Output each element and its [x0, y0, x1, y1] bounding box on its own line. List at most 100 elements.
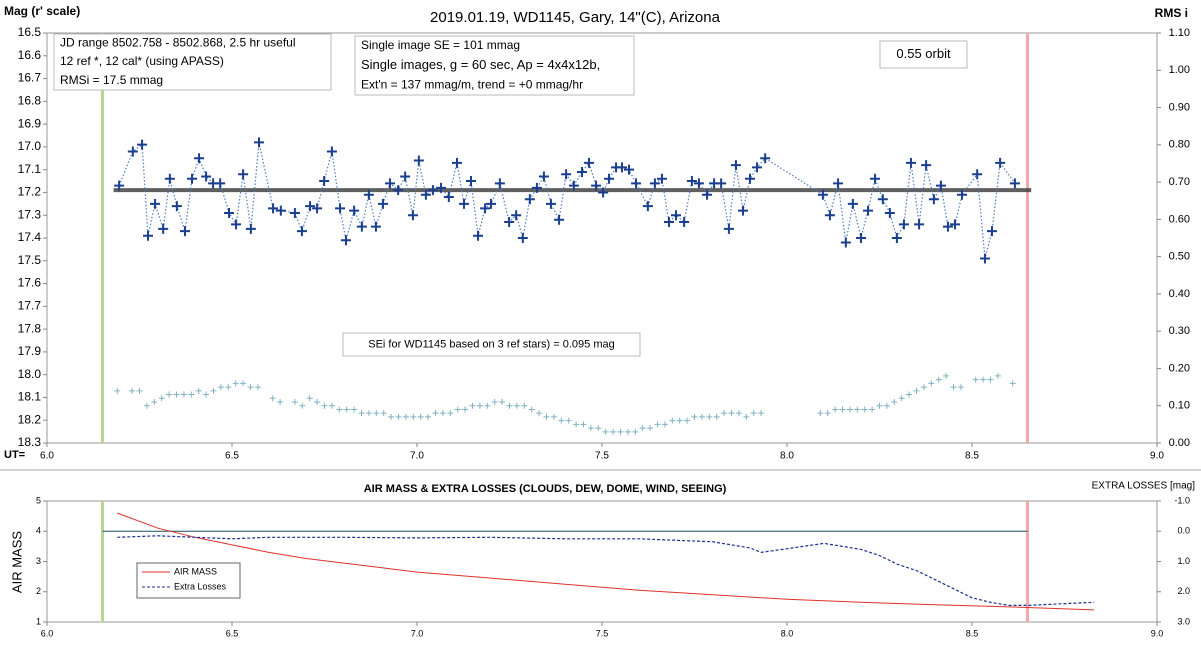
data-point	[706, 413, 713, 420]
annotation-frame	[53, 33, 332, 91]
y-tick-label: 17.5	[18, 253, 42, 267]
data-point	[296, 226, 307, 237]
data-point	[484, 402, 491, 409]
data-point	[602, 428, 609, 435]
annotation-box: SEi for WD1145 based on 3 ref stars) = 0…	[342, 332, 641, 357]
data-point	[504, 217, 515, 228]
data-point	[343, 406, 350, 413]
data-point	[883, 402, 890, 409]
data-point	[232, 380, 239, 387]
data-point	[950, 384, 957, 391]
x-tick-label: 6.5	[226, 628, 239, 638]
data-point	[436, 182, 447, 193]
data-point	[466, 176, 477, 187]
y-tick-label: 16.8	[18, 94, 42, 108]
data-point	[388, 413, 395, 420]
data-point	[336, 406, 343, 413]
data-point	[443, 192, 454, 202]
annotation-text: SEi for WD1145 based on 3 ref stars) = 0…	[368, 338, 615, 350]
data-point	[847, 198, 858, 209]
data-point	[380, 410, 387, 417]
x-tick-label: 7.5	[596, 628, 609, 638]
data-point	[305, 201, 316, 212]
y-tick-label: 16.6	[18, 48, 42, 62]
annotation-box: JD range 8502.758 - 8502.868, 2.5 hr use…	[53, 33, 332, 91]
data-point	[187, 173, 198, 184]
data-point	[180, 226, 191, 237]
x-tick-label: 8.5	[966, 628, 979, 638]
y-tick-label: 17.0	[18, 139, 42, 153]
data-point	[499, 399, 506, 405]
y-tick-label: 16.5	[18, 25, 42, 39]
data-point	[598, 187, 609, 198]
legend-label: Extra Losses	[174, 581, 227, 591]
y2-axis-label: EXTRA LOSSES [mag]	[1092, 481, 1196, 492]
data-point	[137, 139, 148, 150]
annotation-text: Ext'n = 137 mmag/m, trend = +0 mmag/hr	[361, 77, 583, 91]
data-point	[151, 399, 158, 405]
data-point	[980, 376, 987, 383]
y2-tick-label: 0.70	[1169, 176, 1190, 188]
data-point	[528, 406, 535, 413]
data-point	[686, 176, 697, 187]
annotation-frame	[354, 35, 635, 96]
data-point	[817, 189, 828, 200]
data-point	[616, 162, 627, 173]
data-point	[957, 189, 968, 200]
y-tick-label: 17.6	[18, 276, 42, 290]
data-point	[905, 157, 916, 168]
y2-tick-label: 0.20	[1169, 362, 1190, 374]
data-point	[995, 157, 1006, 168]
data-point	[543, 413, 550, 420]
data-point	[215, 178, 226, 189]
data-point	[476, 402, 483, 409]
data-point	[702, 189, 713, 200]
y-tick-label: 1	[36, 616, 41, 626]
data-point	[935, 376, 942, 383]
data-point	[370, 221, 381, 232]
data-point	[491, 399, 498, 405]
data-point	[289, 207, 300, 218]
y2-tick-label: 0.60	[1169, 213, 1190, 225]
data-point	[365, 410, 372, 417]
data-point	[451, 157, 462, 168]
data-point	[679, 217, 690, 228]
data-point	[914, 219, 925, 230]
data-point	[432, 410, 439, 417]
data-point	[524, 194, 535, 205]
x-tick-label: 7.0	[410, 451, 424, 462]
data-point	[210, 387, 217, 394]
y2-axis-label: RMS i	[1155, 6, 1188, 20]
y2-tick-label: 3.0	[1177, 616, 1190, 626]
data-point	[306, 395, 313, 402]
y-axis-label: Mag (r' scale)	[4, 4, 80, 18]
data-point	[494, 178, 505, 189]
data-point	[114, 180, 125, 191]
data-point	[723, 223, 734, 234]
x-tick-label: 7.0	[411, 628, 424, 638]
y2-tick-label: 0.40	[1169, 288, 1190, 300]
data-point	[164, 173, 175, 184]
data-point	[335, 203, 346, 214]
y2-tick-label: 2.0	[1177, 586, 1190, 596]
data-point	[624, 164, 635, 175]
data-point	[884, 207, 895, 218]
annotation-text: RMSi = 17.5 mmag	[60, 73, 163, 87]
data-point	[425, 413, 432, 420]
data-point	[691, 413, 698, 420]
y-tick-label: 17.7	[18, 299, 42, 313]
data-point	[314, 399, 321, 405]
data-point	[201, 171, 212, 182]
y-tick-label: 18.2	[18, 412, 42, 426]
data-point	[194, 153, 205, 164]
y2-tick-label: 0.00	[1169, 437, 1190, 449]
y-tick-label: 17.1	[18, 162, 42, 176]
data-point	[150, 198, 161, 209]
data-point	[906, 391, 913, 398]
data-point	[454, 406, 461, 413]
y-tick-label: 2	[36, 586, 41, 596]
data-point	[661, 421, 668, 428]
data-point	[319, 176, 330, 187]
data-point	[129, 387, 136, 394]
data-point	[716, 178, 727, 189]
